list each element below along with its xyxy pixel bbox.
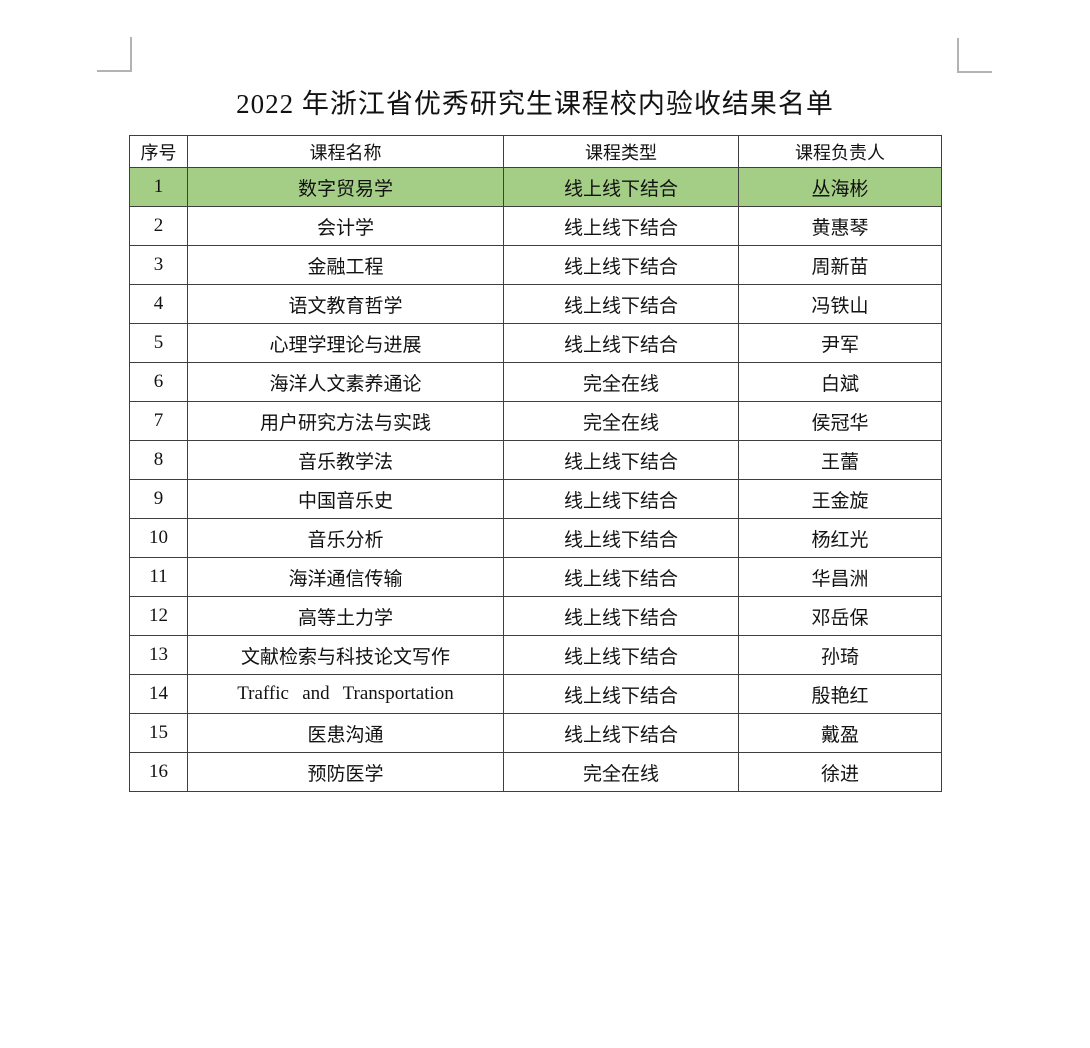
cell-course-type: 线上线下结合: [503, 674, 739, 714]
cell-serial-number: 10: [129, 518, 188, 558]
table-row: 15 医患沟通 线上线下结合 戴盈: [129, 713, 942, 753]
cell-course-leader: 丛海彬: [738, 167, 942, 207]
cell-course-name: 会计学: [187, 206, 504, 246]
table-row: 12 高等土力学 线上线下结合 邓岳保: [129, 596, 942, 636]
cell-course-leader: 邓岳保: [738, 596, 942, 636]
table-row: 14 Traffic and Transportation 线上线下结合 殷艳红: [129, 674, 942, 714]
cell-course-leader: 黄惠琴: [738, 206, 942, 246]
cell-serial-number: 5: [129, 323, 188, 363]
cell-course-type: 线上线下结合: [503, 323, 739, 363]
cell-serial-number: 6: [129, 362, 188, 402]
cell-course-name: 中国音乐史: [187, 479, 504, 519]
cell-serial-number: 14: [129, 674, 188, 714]
cell-course-name: 语文教育哲学: [187, 284, 504, 324]
margin-corner-mark-top-right: [957, 38, 992, 73]
header-course-leader: 课程负责人: [738, 135, 942, 168]
cell-course-name: 海洋通信传输: [187, 557, 504, 597]
cell-course-leader: 周新苗: [738, 245, 942, 285]
cell-course-name: Traffic and Transportation: [187, 674, 504, 714]
cell-course-type: 线上线下结合: [503, 596, 739, 636]
cell-course-leader: 王蕾: [738, 440, 942, 480]
table-row: 4 语文教育哲学 线上线下结合 冯铁山: [129, 284, 942, 324]
cell-course-name: 预防医学: [187, 752, 504, 792]
cell-course-name: 金融工程: [187, 245, 504, 285]
cell-serial-number: 3: [129, 245, 188, 285]
cell-serial-number: 9: [129, 479, 188, 519]
table-row: 5 心理学理论与进展 线上线下结合 尹军: [129, 323, 942, 363]
cell-course-leader: 白斌: [738, 362, 942, 402]
cell-serial-number: 11: [129, 557, 188, 597]
cell-serial-number: 8: [129, 440, 188, 480]
document-title: 2022 年浙江省优秀研究生课程校内验收结果名单: [236, 89, 834, 119]
cell-course-name: 音乐教学法: [187, 440, 504, 480]
cell-course-type: 线上线下结合: [503, 713, 739, 753]
cell-course-name: 医患沟通: [187, 713, 504, 753]
cell-course-type: 完全在线: [503, 752, 739, 792]
cell-course-leader: 冯铁山: [738, 284, 942, 324]
cell-course-leader: 王金旋: [738, 479, 942, 519]
cell-serial-number: 2: [129, 206, 188, 246]
cell-course-type: 线上线下结合: [503, 557, 739, 597]
cell-course-name: 高等土力学: [187, 596, 504, 636]
cell-course-type: 完全在线: [503, 362, 739, 402]
table-row: 10 音乐分析 线上线下结合 杨红光: [129, 518, 942, 558]
table-row: 3 金融工程 线上线下结合 周新苗: [129, 245, 942, 285]
cell-course-leader: 戴盈: [738, 713, 942, 753]
header-course-name: 课程名称: [187, 135, 504, 168]
results-table: 序号 课程名称 课程类型 课程负责人 1 数字贸易学 线上线下结合 丛海彬 2 …: [129, 135, 942, 792]
table-row: 7 用户研究方法与实践 完全在线 侯冠华: [129, 401, 942, 441]
table-header-row: 序号 课程名称 课程类型 课程负责人: [129, 135, 942, 168]
cell-course-leader: 侯冠华: [738, 401, 942, 441]
table-row: 6 海洋人文素养通论 完全在线 白斌: [129, 362, 942, 402]
table-row: 1 数字贸易学 线上线下结合 丛海彬: [129, 167, 942, 207]
cell-serial-number: 1: [129, 167, 188, 207]
table-row: 9 中国音乐史 线上线下结合 王金旋: [129, 479, 942, 519]
cell-course-leader: 徐进: [738, 752, 942, 792]
cell-serial-number: 13: [129, 635, 188, 675]
cell-course-type: 线上线下结合: [503, 479, 739, 519]
cell-course-leader: 尹军: [738, 323, 942, 363]
cell-course-name: 用户研究方法与实践: [187, 401, 504, 441]
margin-corner-mark-top-left: [97, 37, 132, 72]
cell-course-leader: 孙琦: [738, 635, 942, 675]
cell-course-name: 音乐分析: [187, 518, 504, 558]
cell-serial-number: 12: [129, 596, 188, 636]
cell-course-type: 线上线下结合: [503, 518, 739, 558]
header-serial-number: 序号: [129, 135, 188, 168]
cell-course-name: 文献检索与科技论文写作: [187, 635, 504, 675]
cell-course-leader: 殷艳红: [738, 674, 942, 714]
table-row: 8 音乐教学法 线上线下结合 王蕾: [129, 440, 942, 480]
cell-course-type: 线上线下结合: [503, 440, 739, 480]
cell-course-type: 线上线下结合: [503, 284, 739, 324]
cell-course-leader: 杨红光: [738, 518, 942, 558]
cell-course-name: 数字贸易学: [187, 167, 504, 207]
cell-course-type: 完全在线: [503, 401, 739, 441]
header-course-type: 课程类型: [503, 135, 739, 168]
cell-serial-number: 16: [129, 752, 188, 792]
cell-course-name: 心理学理论与进展: [187, 323, 504, 363]
cell-course-type: 线上线下结合: [503, 167, 739, 207]
table-row: 2 会计学 线上线下结合 黄惠琴: [129, 206, 942, 246]
table-row: 16 预防医学 完全在线 徐进: [129, 752, 942, 792]
cell-course-type: 线上线下结合: [503, 635, 739, 675]
cell-serial-number: 15: [129, 713, 188, 753]
cell-course-type: 线上线下结合: [503, 206, 739, 246]
table-row: 11 海洋通信传输 线上线下结合 华昌洲: [129, 557, 942, 597]
cell-course-name: 海洋人文素养通论: [187, 362, 504, 402]
cell-course-type: 线上线下结合: [503, 245, 739, 285]
table-row: 13 文献检索与科技论文写作 线上线下结合 孙琦: [129, 635, 942, 675]
cell-serial-number: 7: [129, 401, 188, 441]
cell-course-leader: 华昌洲: [738, 557, 942, 597]
cell-serial-number: 4: [129, 284, 188, 324]
